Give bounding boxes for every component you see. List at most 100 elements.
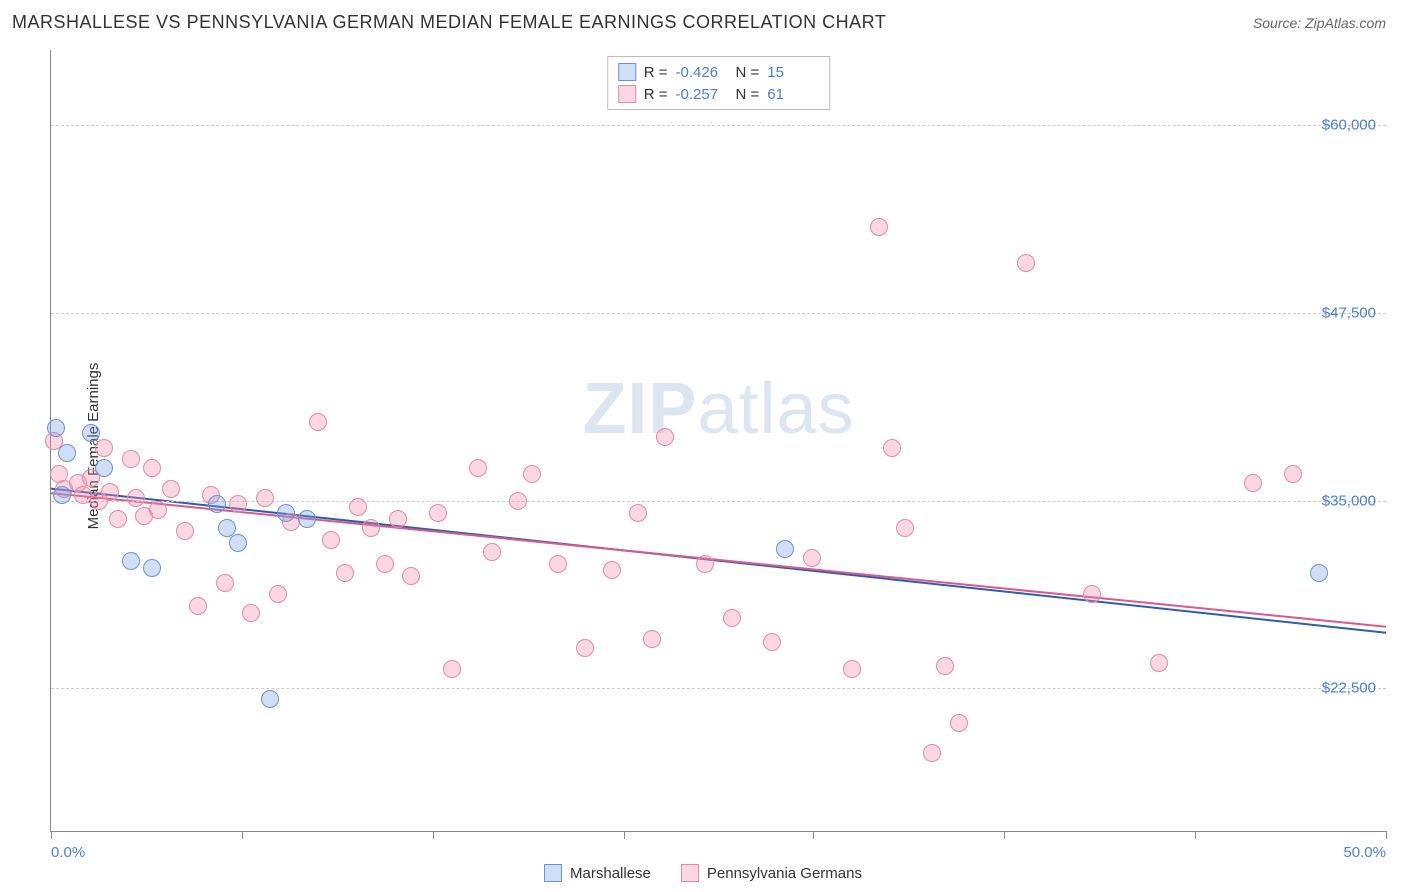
data-point xyxy=(269,585,287,603)
data-point xyxy=(229,495,247,513)
data-point xyxy=(122,552,140,570)
x-tick xyxy=(1386,831,1387,839)
data-point xyxy=(261,690,279,708)
data-point xyxy=(603,561,621,579)
data-point xyxy=(58,444,76,462)
legend-swatch xyxy=(544,864,562,882)
data-point xyxy=(122,450,140,468)
data-point xyxy=(950,714,968,732)
data-point xyxy=(82,424,100,442)
data-point xyxy=(843,660,861,678)
stat-n-label: N = xyxy=(736,86,760,103)
y-tick-label: $35,000 xyxy=(1322,492,1376,509)
data-point xyxy=(936,657,954,675)
stats-row: R = -0.257 N = 61 xyxy=(618,83,820,105)
data-point xyxy=(176,522,194,540)
data-point xyxy=(803,549,821,567)
gridline xyxy=(51,125,1386,126)
gridline xyxy=(51,501,1386,502)
stat-n-label: N = xyxy=(736,64,760,81)
data-point xyxy=(402,567,420,585)
header: MARSHALLESE VS PENNSYLVANIA GERMAN MEDIA… xyxy=(0,0,1406,41)
data-point xyxy=(322,531,340,549)
x-tick xyxy=(242,831,243,839)
data-point xyxy=(696,555,714,573)
stat-n-value: 15 xyxy=(767,64,819,81)
data-point xyxy=(229,534,247,552)
x-tick-label: 0.0% xyxy=(51,844,85,861)
data-point xyxy=(1284,465,1302,483)
legend-item: Pennsylvania Germans xyxy=(681,864,862,882)
data-point xyxy=(362,519,380,537)
data-point xyxy=(277,504,295,522)
x-tick-label: 50.0% xyxy=(1343,844,1386,861)
data-point xyxy=(429,504,447,522)
x-tick xyxy=(624,831,625,839)
legend-label: Pennsylvania Germans xyxy=(707,865,862,882)
stats-legend-box: R = -0.426 N = 15 R = -0.257 N = 61 xyxy=(607,56,831,110)
data-point xyxy=(1083,585,1101,603)
legend-label: Marshallese xyxy=(570,865,651,882)
stats-row: R = -0.426 N = 15 xyxy=(618,61,820,83)
stat-r-label: R = xyxy=(644,64,668,81)
data-point xyxy=(216,574,234,592)
stat-r-label: R = xyxy=(644,86,668,103)
y-tick-label: $22,500 xyxy=(1322,680,1376,697)
data-point xyxy=(47,419,65,437)
data-point xyxy=(763,633,781,651)
data-point xyxy=(509,492,527,510)
scatter-chart: ZIPatlas R = -0.426 N = 15 R = -0.257 N = 61 $2… xyxy=(50,50,1386,832)
data-point xyxy=(643,630,661,648)
data-point xyxy=(127,489,145,507)
data-point xyxy=(483,543,501,561)
x-tick xyxy=(1004,831,1005,839)
data-point xyxy=(443,660,461,678)
x-tick xyxy=(813,831,814,839)
data-point xyxy=(870,218,888,236)
stat-r-value: -0.426 xyxy=(676,64,728,81)
stat-r-value: -0.257 xyxy=(676,86,728,103)
data-point xyxy=(656,428,674,446)
data-point xyxy=(95,439,113,457)
watermark: ZIPatlas xyxy=(582,368,854,450)
data-point xyxy=(298,510,316,528)
data-point xyxy=(576,639,594,657)
watermark-rest: atlas xyxy=(697,369,854,449)
legend-swatch xyxy=(618,63,636,81)
x-tick xyxy=(51,831,52,839)
data-point xyxy=(109,510,127,528)
data-point xyxy=(776,540,794,558)
data-point xyxy=(1150,654,1168,672)
x-tick xyxy=(433,831,434,839)
data-point xyxy=(389,510,407,528)
x-tick xyxy=(1195,831,1196,839)
chart-title: MARSHALLESE VS PENNSYLVANIA GERMAN MEDIA… xyxy=(12,12,886,33)
data-point xyxy=(149,501,167,519)
data-point xyxy=(883,439,901,457)
data-point xyxy=(723,609,741,627)
data-point xyxy=(242,604,260,622)
stat-n-value: 61 xyxy=(767,86,819,103)
data-point xyxy=(376,555,394,573)
data-point xyxy=(1310,564,1328,582)
data-point xyxy=(95,459,113,477)
bottom-legend: Marshallese Pennsylvania Germans xyxy=(544,864,862,882)
data-point xyxy=(469,459,487,477)
data-point xyxy=(53,486,71,504)
trend-lines xyxy=(51,50,1386,831)
data-point xyxy=(1244,474,1262,492)
legend-swatch xyxy=(618,85,636,103)
data-point xyxy=(309,413,327,431)
y-tick-label: $47,500 xyxy=(1322,304,1376,321)
gridline xyxy=(51,313,1386,314)
data-point xyxy=(208,495,226,513)
data-point xyxy=(256,489,274,507)
data-point xyxy=(923,744,941,762)
data-point xyxy=(101,483,119,501)
data-point xyxy=(523,465,541,483)
data-point xyxy=(189,597,207,615)
data-point xyxy=(896,519,914,537)
legend-swatch xyxy=(681,864,699,882)
data-point xyxy=(143,559,161,577)
source-label: Source: ZipAtlas.com xyxy=(1253,15,1386,31)
